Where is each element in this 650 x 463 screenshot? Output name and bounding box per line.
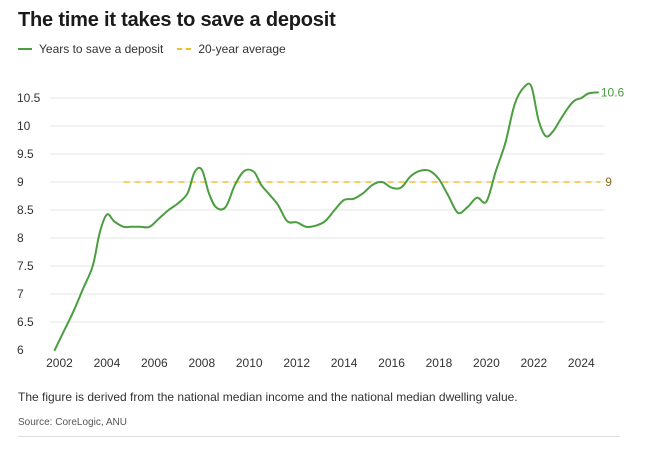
chart-title: The time it takes to save a deposit	[18, 9, 336, 31]
x-tick-label: 2008	[188, 356, 215, 370]
y-tick-label: 6.5	[17, 315, 34, 329]
series-layer	[53, 82, 601, 351]
y-tick-label: 7.5	[17, 259, 34, 273]
y-tick-label: 8	[17, 231, 24, 245]
y-tick-label: 10.5	[17, 91, 41, 105]
y-tick-label: 10	[17, 119, 31, 133]
x-axis-tick-labels: 2002 2004 2006 2008 2010 2012 2014 2016 2018 2020…	[46, 356, 595, 370]
legend-swatch-average	[177, 48, 192, 50]
chart-source: Source: CoreLogic, ANU	[18, 417, 127, 428]
y-tick-label: 7	[17, 287, 24, 301]
legend-label-series: Years to save a deposit	[39, 42, 164, 56]
legend-item-series: Years to save a deposit	[18, 42, 163, 56]
x-tick-label: 2004	[94, 356, 121, 370]
y-tick-label: 9.5	[17, 147, 34, 161]
chart-note: The figure is derived from the national …	[18, 390, 518, 404]
y-tick-label: 9	[17, 175, 24, 189]
y-tick-label: 8.5	[17, 203, 34, 217]
y-axis-tick-labels: 6 6.5 7 7.5 8 8.5 9 9.5 10 10.5	[17, 91, 41, 357]
legend-swatch-series	[18, 48, 32, 50]
x-tick-label: 2012	[283, 356, 310, 370]
end-label-series: 10.6	[601, 85, 625, 99]
x-tick-label: 2014	[331, 356, 358, 370]
bottom-divider	[18, 436, 620, 437]
chart-legend: Years to save a deposit 20-year average	[18, 42, 300, 56]
x-tick-label: 2002	[46, 356, 73, 370]
end-label-average: 9	[605, 175, 612, 189]
y-tick-label: 6	[17, 343, 24, 357]
x-tick-label: 2020	[473, 356, 500, 370]
series-line-years-to-save	[53, 82, 599, 351]
grid-lines	[50, 97, 605, 323]
end-labels: 10.69	[601, 85, 625, 189]
legend-label-average: 20-year average	[198, 42, 286, 56]
x-tick-label: 2018	[426, 356, 453, 370]
x-tick-label: 2016	[378, 356, 405, 370]
x-tick-label: 2022	[520, 356, 547, 370]
legend-item-average: 20-year average	[177, 42, 286, 56]
x-tick-label: 2024	[568, 356, 595, 370]
x-tick-label: 2006	[141, 356, 168, 370]
x-tick-label: 2010	[236, 356, 263, 370]
